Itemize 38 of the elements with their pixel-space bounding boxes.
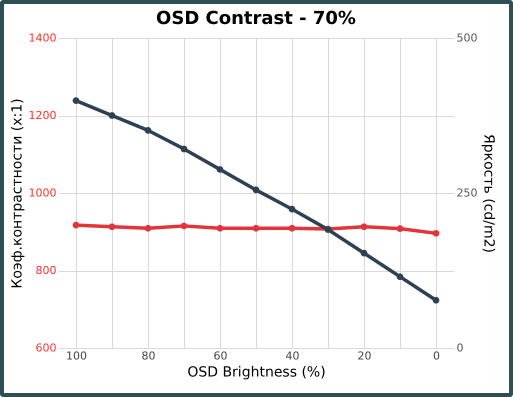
point bbox=[216, 166, 224, 173]
point bbox=[432, 230, 440, 237]
x-tick-label: 20 bbox=[358, 350, 372, 362]
point bbox=[144, 224, 152, 232]
y2-tick-label: 0 bbox=[456, 342, 464, 354]
point bbox=[396, 225, 404, 232]
point bbox=[144, 127, 152, 134]
point bbox=[108, 223, 116, 230]
y-axis-title: Коэф.контрастности (x:1) bbox=[10, 98, 26, 289]
y-tick-label: 1000 bbox=[28, 186, 56, 200]
point bbox=[180, 222, 188, 230]
point bbox=[360, 223, 368, 230]
x-tick-label: 100 bbox=[66, 350, 87, 362]
point bbox=[252, 224, 260, 232]
x-tick-label: 40 bbox=[286, 350, 300, 362]
point bbox=[108, 112, 116, 119]
point bbox=[252, 186, 260, 194]
y2-tick-label: 500 bbox=[456, 32, 478, 44]
point bbox=[288, 206, 296, 212]
point bbox=[360, 250, 368, 256]
x-tick-label: 80 bbox=[142, 350, 156, 362]
point bbox=[72, 97, 80, 104]
y2-tick-label: 250 bbox=[456, 186, 478, 200]
point bbox=[180, 146, 188, 152]
point bbox=[72, 222, 80, 229]
y2-axis-title: Яркость (cd/m2) bbox=[480, 134, 496, 253]
y-tick-label: 1400 bbox=[28, 32, 56, 44]
point bbox=[216, 224, 224, 232]
x-axis-title: OSD Brightness (%) bbox=[187, 364, 326, 380]
point bbox=[288, 224, 296, 232]
y-tick-label: 800 bbox=[36, 264, 56, 277]
point bbox=[396, 273, 404, 280]
chart-title: OSD Contrast - 70% bbox=[156, 8, 356, 29]
x-tick-label: 60 bbox=[214, 350, 228, 362]
x-tick-label: 0 bbox=[433, 350, 440, 362]
point bbox=[432, 296, 440, 304]
y-tick-label: 1200 bbox=[28, 109, 56, 122]
y-tick-label: 600 bbox=[36, 342, 56, 354]
